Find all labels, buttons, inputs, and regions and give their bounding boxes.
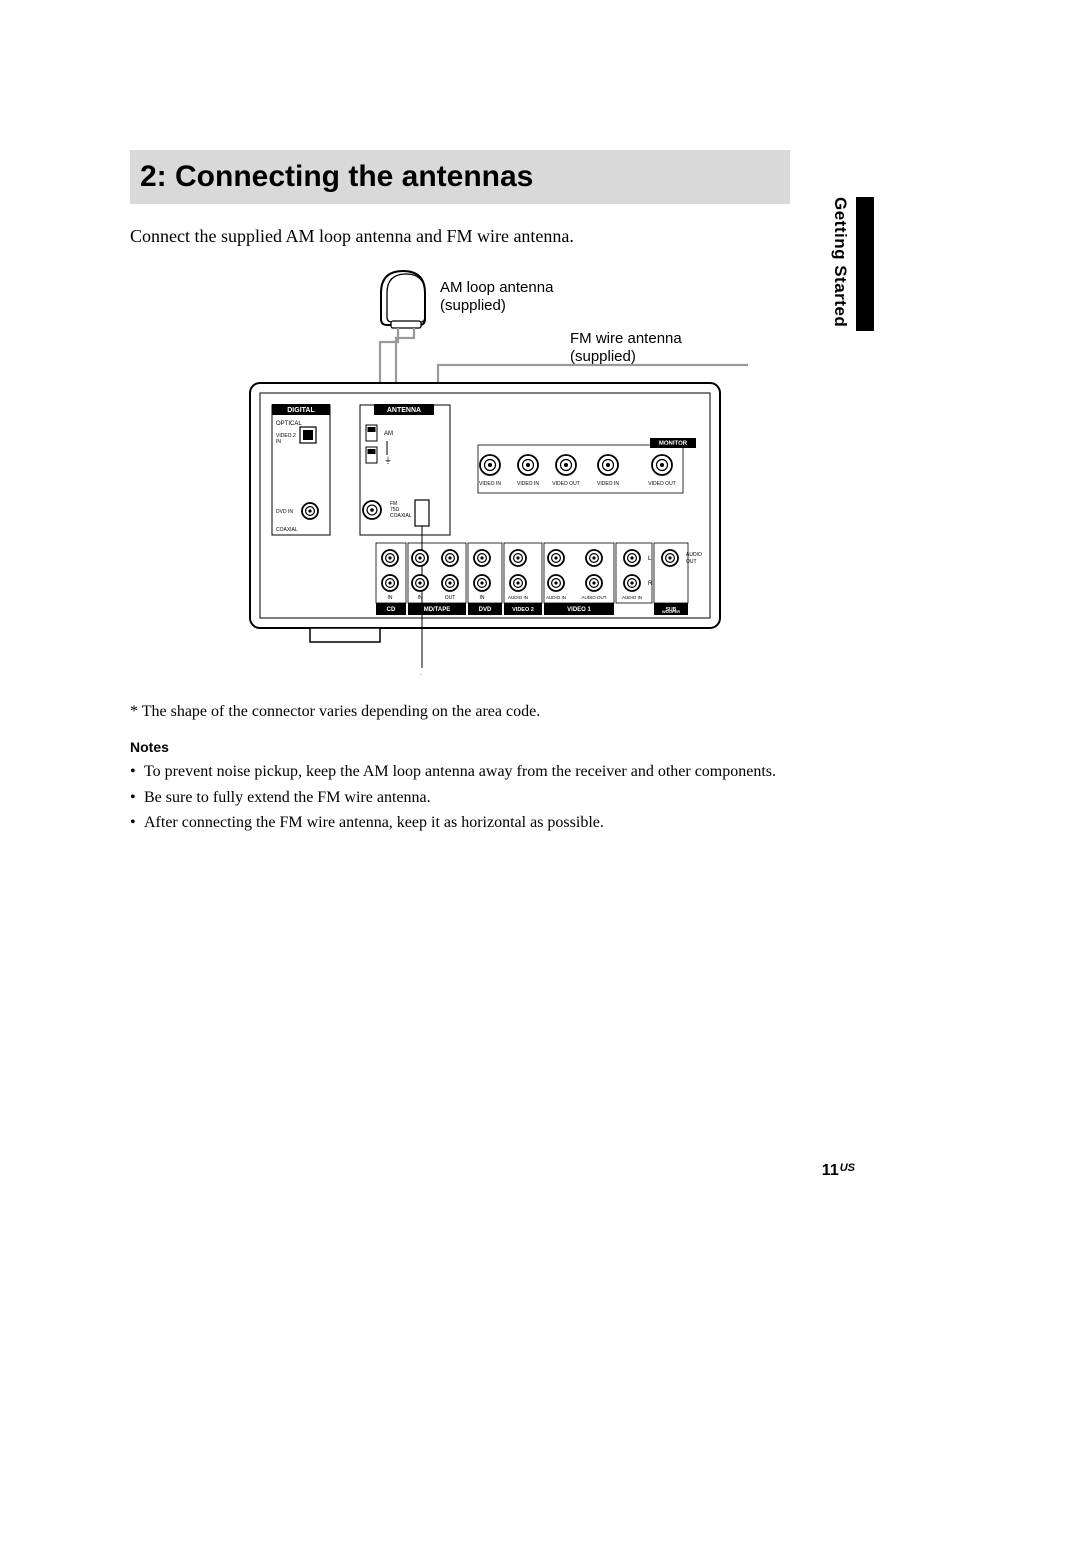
footnote: * The shape of the connector varies depe… <box>130 703 950 721</box>
svg-text:ANTENNA: ANTENNA <box>387 407 421 414</box>
svg-text:OPTICAL: OPTICAL <box>276 421 302 427</box>
svg-text:IN: IN <box>388 595 393 601</box>
svg-text:VIDEO IN: VIDEO IN <box>517 481 539 487</box>
page-number-value: 11 <box>822 1162 839 1179</box>
note-item: Be sure to fully extend the FM wire ante… <box>130 787 950 809</box>
antenna-diagram: AM loop antenna(supplied)FM wire antenna… <box>130 265 790 675</box>
svg-text:AUDIO IN: AUDIO IN <box>622 595 642 600</box>
svg-text:DVD: DVD <box>479 607 492 613</box>
svg-text:CD: CD <box>387 607 396 613</box>
svg-text:AUDIO: AUDIO <box>686 552 702 558</box>
svg-text:IN: IN <box>276 439 281 445</box>
svg-text:AUDIO IN: AUDIO IN <box>508 595 528 600</box>
svg-text:MONITOR: MONITOR <box>659 441 688 447</box>
notes-list: To prevent noise pickup, keep the AM loo… <box>130 761 950 834</box>
svg-text:VIDEO 2: VIDEO 2 <box>512 607 534 613</box>
svg-text:VIDEO OUT: VIDEO OUT <box>648 481 676 487</box>
svg-text:VIDEO IN: VIDEO IN <box>479 481 501 487</box>
svg-text:(supplied): (supplied) <box>570 348 636 365</box>
svg-text:AUDIO IN: AUDIO IN <box>546 595 566 600</box>
svg-text:WOOFER: WOOFER <box>662 609 680 614</box>
note-item: After connecting the FM wire antenna, ke… <box>130 812 950 834</box>
svg-text:(supplied): (supplied) <box>440 297 506 314</box>
section-tab <box>856 197 874 331</box>
svg-text:MD/TAPE: MD/TAPE <box>424 607 451 613</box>
svg-text:IN: IN <box>480 595 485 601</box>
page-region: US <box>840 1162 855 1174</box>
svg-text:VIDEO IN: VIDEO IN <box>597 481 619 487</box>
page-title: 2: Connecting the antennas <box>140 160 533 194</box>
svg-text:FM wire antenna: FM wire antenna <box>570 330 682 347</box>
svg-text:COAXIAL: COAXIAL <box>276 527 298 533</box>
svg-text:OUT: OUT <box>686 559 697 565</box>
svg-text:DVD IN: DVD IN <box>276 509 293 515</box>
note-item: To prevent noise pickup, keep the AM loo… <box>130 761 950 783</box>
section-label: Getting Started <box>830 197 850 327</box>
svg-text:IN: IN <box>418 595 423 601</box>
svg-text:R: R <box>648 581 653 587</box>
notes-heading: Notes <box>130 739 950 755</box>
intro-text: Connect the supplied AM loop antenna and… <box>130 226 950 247</box>
svg-text:AM loop antenna: AM loop antenna <box>440 279 554 296</box>
svg-text:⏚: ⏚ <box>384 456 392 465</box>
svg-text:DIGITAL: DIGITAL <box>287 407 315 414</box>
svg-text:AM: AM <box>384 431 393 437</box>
svg-text:*: * <box>418 671 424 675</box>
svg-text:COAXIAL: COAXIAL <box>390 513 412 519</box>
title-bar: 2: Connecting the antennas <box>130 150 790 204</box>
svg-text:VIDEO 1: VIDEO 1 <box>567 607 591 613</box>
svg-text:OUT: OUT <box>445 595 456 601</box>
svg-text:AUDIO OUT: AUDIO OUT <box>581 595 606 600</box>
svg-text:VIDEO OUT: VIDEO OUT <box>552 481 580 487</box>
page-number: 11US <box>822 1162 855 1180</box>
